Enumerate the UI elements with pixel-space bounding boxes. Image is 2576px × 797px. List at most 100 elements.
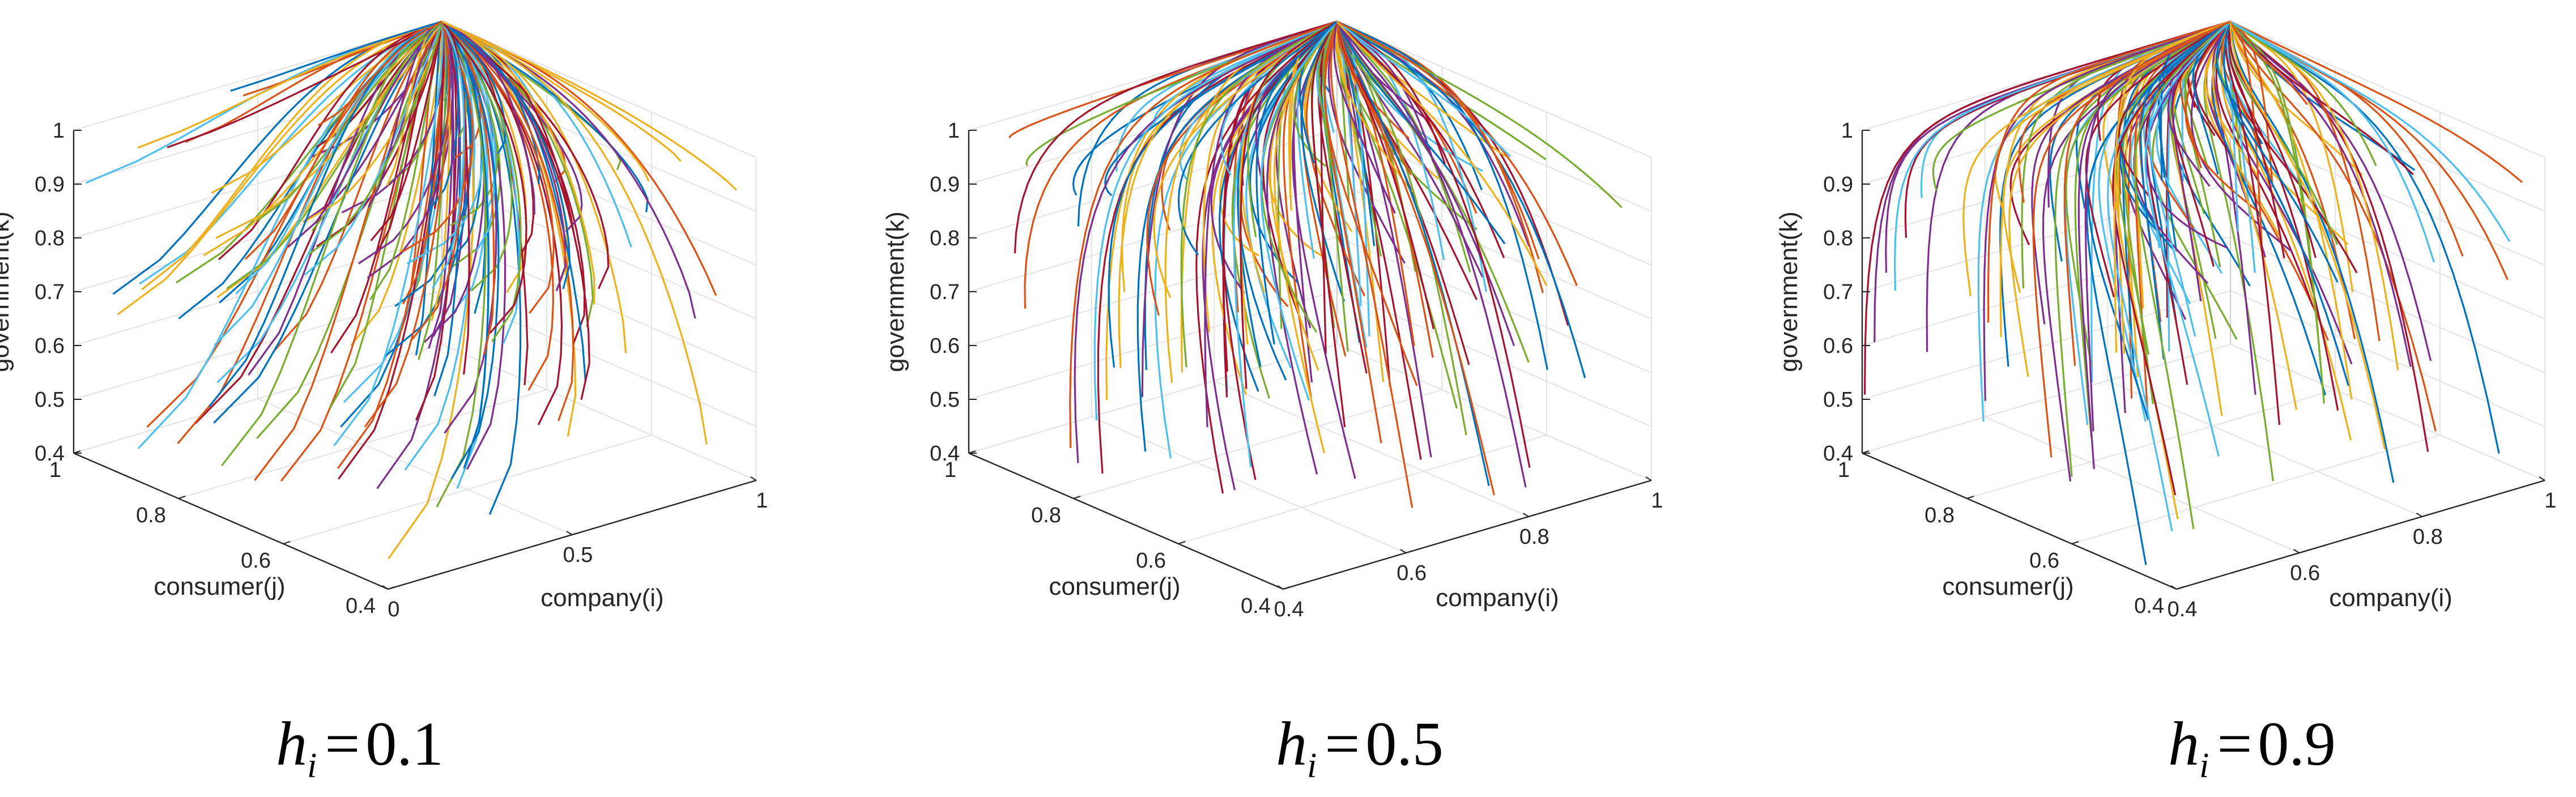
- trajectory-line: [1932, 20, 2231, 191]
- x-tick-label: 0: [388, 598, 399, 621]
- y-gridline: [1966, 389, 2336, 499]
- y-tick-label: 0.4: [1241, 594, 1271, 618]
- trajectory-line: [2065, 20, 2231, 366]
- x-tick-label: 1: [756, 489, 768, 513]
- z-gridline: [968, 290, 1338, 400]
- z-tick-label: 0.7: [35, 280, 65, 304]
- x-gridline: [1091, 416, 1407, 553]
- caption-value: 0.9: [2258, 709, 2336, 778]
- trajectory-line: [2215, 21, 2263, 144]
- trajectory-line: [1202, 20, 1338, 491]
- trajectory-line: [1008, 20, 1338, 139]
- trajectory-line: [317, 20, 442, 126]
- y-tick: [2071, 541, 2079, 544]
- z-tick-label: 0.7: [930, 280, 960, 304]
- trajectory-line: [1864, 20, 2231, 395]
- trajectory-line: [1240, 20, 1338, 389]
- y-tick: [1073, 496, 1081, 499]
- trajectory-line: [441, 20, 708, 445]
- y-tick-label: 0.6: [2029, 549, 2059, 573]
- z-tick-label: 0.8: [35, 227, 65, 250]
- z-tick-label: 0.6: [930, 334, 960, 358]
- x-tick-label: 1: [1651, 489, 1663, 513]
- z-axis-title: government(k): [0, 211, 14, 372]
- z-tick-label: 0.4: [930, 442, 960, 466]
- z-axis-title: government(k): [1775, 211, 1803, 372]
- trajectory-line: [1180, 20, 1338, 373]
- trajectory-line: [2144, 20, 2232, 457]
- trajectory-lines: [1008, 20, 1623, 508]
- trajectory-line: [1093, 20, 1338, 421]
- trajectory-line: [221, 20, 443, 467]
- z-tick-label: 0.8: [1823, 227, 1853, 250]
- trajectory-line: [1962, 20, 2231, 297]
- y-tick-label: 0.8: [1924, 504, 1955, 527]
- x-gridline: [441, 344, 757, 481]
- trajectory-line: [1336, 21, 1506, 245]
- z-gridline: [441, 290, 757, 427]
- z-gridline: [2230, 129, 2545, 266]
- trajectory-line: [1274, 21, 1338, 454]
- x-axis-title: company(i): [2329, 584, 2452, 612]
- y-tick-label: 0.4: [346, 594, 376, 618]
- chart-panel-p1: 0.40.50.60.70.80.9100.510.40.60.81govern…: [0, 20, 768, 785]
- trajectory-line: [213, 21, 443, 424]
- trajectory-line: [1300, 21, 1346, 302]
- z-gridline: [441, 129, 757, 266]
- caption-symbol: h: [2168, 709, 2199, 778]
- trajectory-line: [230, 20, 442, 92]
- trajectory-line: [1180, 20, 1338, 368]
- y-tick: [1966, 496, 1974, 499]
- x-gridline: [257, 398, 573, 535]
- y-gridline: [2071, 434, 2441, 544]
- y-tick: [2176, 586, 2184, 590]
- trajectory-line: [2229, 21, 2325, 404]
- z-tick-label: 0.7: [1823, 280, 1853, 304]
- trajectory-line: [2222, 21, 2339, 283]
- axes: 0.40.50.60.70.80.910.40.60.810.40.60.81: [1823, 119, 2556, 621]
- grid-lines: [968, 21, 1652, 590]
- y-tick: [178, 496, 186, 499]
- y-axis-title: consumer(j): [154, 573, 285, 600]
- z-tick-label: 1: [948, 119, 960, 143]
- trajectory-line: [1322, 21, 1349, 352]
- caption-symbol: h: [276, 709, 307, 778]
- trajectory-line: [2077, 20, 2231, 470]
- y-axis-title: consumer(j): [1942, 573, 2073, 600]
- trajectory-line: [2194, 20, 2236, 161]
- y-tick: [73, 450, 81, 454]
- y-tick: [1283, 586, 1291, 590]
- trajectory-line: [1177, 20, 1338, 256]
- y-axis-line: [73, 452, 389, 590]
- y-axis-line: [1862, 452, 2177, 590]
- x-axis-line: [2176, 479, 2545, 590]
- trajectory-line: [441, 20, 535, 215]
- trajectory-line: [1336, 21, 1527, 488]
- x-gridline: [2107, 380, 2422, 517]
- caption-subscript: i: [2199, 747, 2209, 785]
- y-tick: [968, 450, 976, 454]
- z-tick-label: 0.5: [930, 388, 960, 412]
- trajectory-line: [1262, 20, 1338, 314]
- trajectory-line: [436, 21, 487, 508]
- trajectory-line: [1336, 20, 1540, 259]
- chart-panel-p2: 0.40.50.60.70.80.910.40.60.810.40.60.81g…: [882, 20, 1663, 785]
- trajectory-line: [2230, 20, 2523, 184]
- trajectory-line: [2113, 20, 2231, 353]
- trajectory-line: [441, 20, 627, 353]
- caption-subscript: i: [1307, 747, 1317, 785]
- y-gridline: [73, 344, 442, 454]
- trajectory-line: [1195, 20, 1338, 494]
- z-tick-label: 0.9: [1823, 173, 1853, 197]
- trajectory-line: [431, 21, 465, 289]
- trajectory-line: [1336, 21, 1484, 278]
- y-axis-title: consumer(j): [1049, 573, 1180, 600]
- z-gridline: [441, 182, 757, 319]
- x-tick-label: 0.6: [2290, 561, 2320, 585]
- z-axis-title: government(k): [882, 211, 909, 372]
- z-gridline: [968, 75, 1338, 185]
- trajectory-line: [2215, 21, 2314, 307]
- y-gridline: [283, 434, 652, 544]
- trajectory-line: [1336, 21, 1515, 347]
